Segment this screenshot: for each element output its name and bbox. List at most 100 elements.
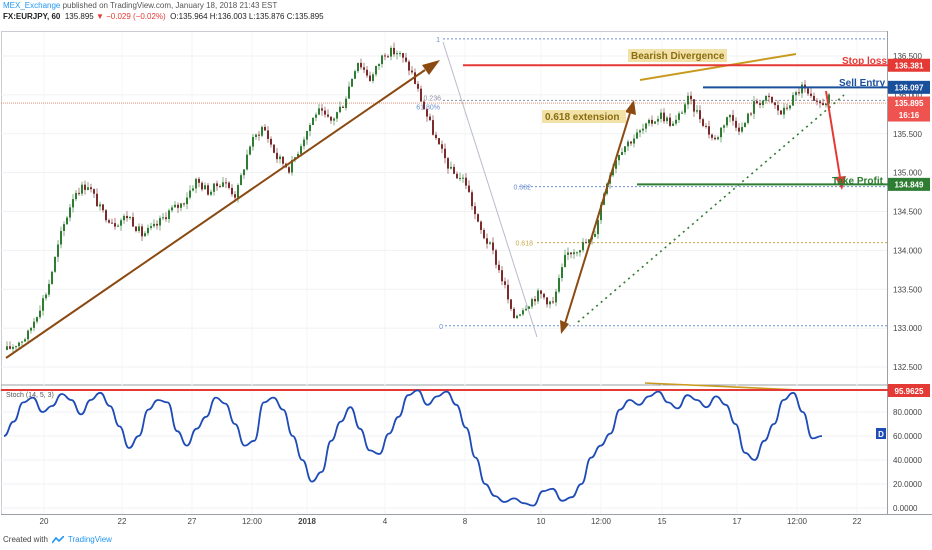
footer: Created with TradingView — [3, 535, 112, 544]
drawings[interactable] — [5, 53, 846, 391]
candle-body — [183, 203, 185, 205]
candle-body — [402, 53, 404, 58]
divergence-line-stoch[interactable] — [644, 382, 801, 391]
fib-label-0: 0 — [439, 324, 443, 331]
candle-body — [777, 105, 779, 111]
candle-body — [744, 122, 746, 128]
candle-body — [162, 217, 164, 219]
candle-body — [696, 110, 698, 112]
candle-body — [720, 127, 722, 138]
candle-body — [567, 252, 569, 255]
price-tick-label: 135.000 — [893, 169, 922, 178]
candle-body — [360, 62, 362, 68]
fib-label-0382: 0.382 — [513, 185, 531, 192]
candle-body — [639, 130, 641, 133]
candle-body — [174, 204, 176, 208]
candle-body — [57, 244, 59, 257]
extension-label[interactable]: 0.618 extension — [545, 112, 619, 123]
candle-body — [108, 220, 110, 223]
sell-to-target-arrow[interactable] — [825, 90, 841, 178]
time-axis: 20 22 27 12:00 2018 4 8 10 12:00 15 17 12:00 22 — [40, 517, 862, 526]
candle-body — [156, 223, 158, 226]
sell-entry-label[interactable]: Sell Entry — [839, 78, 886, 89]
candle-body — [801, 84, 803, 94]
candle-body — [138, 226, 140, 232]
candle-body — [363, 67, 365, 70]
candle-body — [636, 132, 638, 139]
divergence-label[interactable]: Bearish Divergence — [631, 51, 725, 62]
candle-body — [417, 83, 419, 89]
support-trendline[interactable] — [577, 94, 845, 323]
take-profit-price: 134.849 — [895, 180, 924, 189]
candle-body — [264, 126, 266, 131]
candle-body — [333, 118, 335, 121]
candle-body — [393, 47, 395, 55]
candle-body — [387, 56, 389, 58]
candle-body — [288, 167, 290, 173]
candle-body — [408, 61, 410, 71]
extension-arrow-line[interactable] — [562, 112, 631, 331]
candle-body — [114, 223, 116, 227]
stop-loss-label[interactable]: Stop loss — [842, 56, 887, 67]
fib-retracement[interactable]: 1 0.236 61.80% 0.382 0.618 0 — [416, 37, 888, 338]
candle-body — [621, 152, 623, 156]
candle-body — [756, 101, 758, 104]
candle-body — [147, 227, 149, 234]
candle-body — [369, 75, 371, 81]
publisher-name[interactable]: MEX_Exchange — [3, 1, 61, 10]
candle-body — [783, 107, 785, 115]
candle-body — [33, 321, 35, 328]
candle-body — [564, 254, 566, 268]
divergence-line-price[interactable] — [639, 53, 797, 81]
candle-body — [24, 339, 26, 342]
candle-body — [792, 95, 794, 106]
candle-body — [753, 101, 755, 114]
candle-body — [414, 72, 416, 84]
candle-body — [87, 187, 89, 190]
candlestick-series[interactable] — [6, 42, 830, 353]
candle-body — [135, 226, 137, 232]
candle-body — [42, 298, 44, 311]
candle-body — [81, 184, 83, 194]
candle-body — [657, 118, 659, 122]
price-badges: 136.381 136.097 135.895 16:16 134.849 — [888, 58, 930, 191]
stoch-line[interactable] — [3, 389, 823, 507]
candle-body — [372, 74, 374, 81]
candle-body — [750, 113, 752, 115]
uptrend-line[interactable] — [5, 69, 426, 359]
candle-body — [396, 53, 398, 55]
fib-label-1: 1 — [436, 37, 440, 44]
candle-body — [105, 210, 107, 221]
candle-body — [555, 291, 557, 303]
candle-body — [582, 242, 584, 251]
candle-body — [747, 113, 749, 123]
candle-body — [384, 55, 386, 57]
stoch-top-badge — [888, 384, 930, 397]
candle-body — [438, 138, 440, 145]
price-tick-label: 133.000 — [893, 324, 922, 333]
candle-body — [570, 252, 572, 255]
candle-body — [798, 92, 800, 94]
candle-body — [246, 154, 248, 170]
candle-body — [123, 215, 125, 221]
candle-body — [516, 315, 518, 319]
candle-body — [345, 98, 347, 108]
stoch-tick-label: 40.0000 — [893, 456, 922, 465]
stoch-tick-label: 80.0000 — [893, 408, 922, 417]
candle-body — [243, 169, 245, 176]
fib-trend-line — [442, 41, 538, 338]
tradingview-brand[interactable]: TradingView — [67, 535, 112, 544]
candle-body — [297, 153, 299, 158]
take-profit-label[interactable]: Take Profit — [832, 176, 884, 187]
candle-body — [687, 95, 689, 105]
candle-body — [651, 119, 653, 124]
time-tick-label: 20 — [40, 517, 49, 526]
candle-body — [618, 155, 620, 161]
sell-arrowhead — [835, 176, 846, 190]
candle-body — [318, 108, 320, 115]
candle-body — [429, 116, 431, 121]
candle-body — [390, 47, 392, 57]
candle-body — [54, 256, 56, 272]
price-tick-label: 132.500 — [893, 363, 922, 372]
